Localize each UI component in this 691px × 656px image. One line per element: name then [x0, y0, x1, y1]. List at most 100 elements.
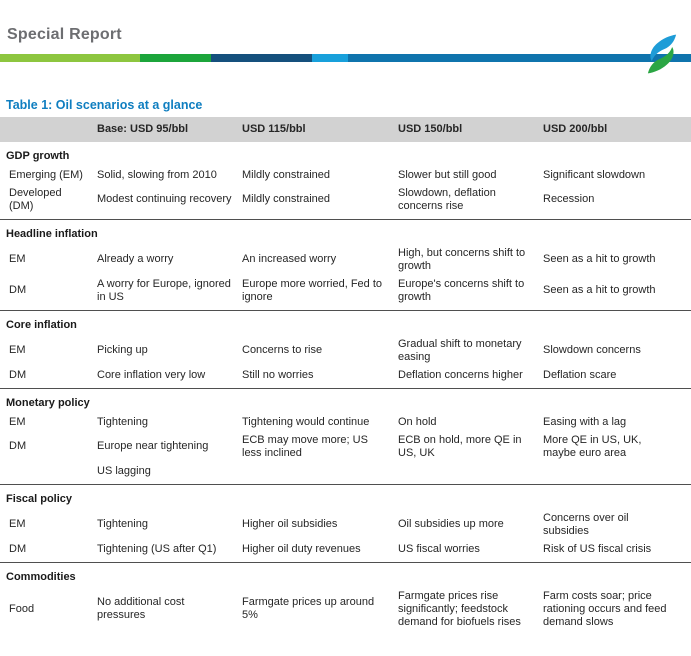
row-label: EM [9, 344, 26, 356]
table-cell: Still no worries [242, 368, 314, 381]
table-cell: Mildly constrained [242, 193, 331, 205]
table-cell: More QE in US, UK, maybe euro area [543, 433, 642, 459]
table-row: EM Picking up Concerns to rise Gradual s… [0, 335, 691, 366]
table-cell: Farm costs soar; price rationing occurs … [543, 589, 667, 628]
row-label: EM [9, 253, 26, 265]
table-cell: Gradual shift to monetary easing [398, 337, 522, 363]
table-cell: ECB on hold, more QE in US, UK [398, 433, 522, 459]
column-header: USD 200/bbl [543, 123, 608, 135]
section-title: Headline inflation [6, 228, 98, 240]
table-cell: Concerns over oil subsidies [543, 511, 629, 537]
table-cell: Risk of US fiscal crisis [543, 542, 652, 555]
table-section-gdp-growth: GDP growth Emerging (EM) Solid, slowing … [0, 149, 691, 220]
table-cell: Higher oil duty revenues [242, 542, 361, 555]
row-label: Developed (DM) [9, 186, 62, 212]
table-cell: Oil subsidies up more [398, 518, 504, 530]
accent-bar [0, 54, 691, 62]
table-cell: No additional cost pressures [97, 596, 185, 621]
table-cell: Recession [543, 193, 595, 205]
table-section-headline-inflation: Headline inflation EM Already a worry An… [0, 227, 691, 311]
table-cell: US lagging [97, 464, 151, 477]
table-cell: Slower but still good [398, 168, 497, 181]
table-cell: Easing with a lag [543, 415, 627, 428]
table-cell: Europe near tightening [97, 440, 209, 452]
table-cell: Significant slowdown [543, 168, 646, 181]
table-row: DM A worry for Europe, ignored in US Eur… [0, 275, 691, 306]
section-title: Monetary policy [6, 397, 90, 409]
accent-bar-segment [0, 54, 141, 62]
accent-bar-segment [312, 54, 348, 62]
table-row: Developed (DM) Modest continuing recover… [0, 184, 691, 215]
row-label: EM [9, 518, 26, 530]
table-cell: Deflation concerns higher [398, 368, 523, 381]
column-header: USD 150/bbl [398, 123, 463, 135]
table-section-fiscal-policy: Fiscal policy EM Tightening Higher oil s… [0, 492, 691, 563]
table-cell: Modest continuing recovery [97, 193, 232, 205]
logo-green-ribbon [647, 46, 674, 74]
table-cell: Concerns to rise [242, 344, 323, 356]
table-cell [398, 469, 543, 474]
table-row: EM Tightening Tightening would continue … [0, 413, 691, 431]
table-cell: Already a worry [97, 253, 174, 265]
page-header: Special Report [0, 26, 691, 74]
table-section-core-inflation: Core inflation EM Picking up Concerns to… [0, 318, 691, 389]
table-cell: A worry for Europe, ignored in US [97, 277, 231, 303]
table-cell [543, 469, 691, 474]
row-label: EM [9, 415, 26, 428]
table-cell: Farmgate prices rise significantly; feed… [398, 589, 521, 628]
accent-bar-segment [211, 54, 313, 62]
logo-blue-ribbon [650, 34, 677, 62]
row-label: DM [9, 368, 27, 381]
table-cell: Mildly constrained [242, 168, 331, 181]
table-cell: Picking up [97, 344, 148, 356]
section-title: Core inflation [6, 319, 77, 331]
table-cell: An increased worry [242, 253, 337, 265]
standard-chartered-logo-icon [647, 34, 677, 74]
table-cell [242, 469, 398, 474]
table-row: Food No additional cost pressures Farmga… [0, 587, 691, 631]
row-label: Emerging (EM) [9, 168, 83, 181]
row-label: DM [9, 440, 27, 452]
table-cell: Tightening [97, 518, 148, 530]
table-row: EM Tightening Higher oil subsidies Oil s… [0, 509, 691, 540]
table-cell: US fiscal worries [398, 542, 480, 555]
table-cell: Farmgate prices up around 5% [242, 596, 375, 621]
table-cell: High, but concerns shift to growth [398, 246, 526, 272]
table-cell: On hold [398, 415, 437, 428]
report-title: Special Report [7, 26, 122, 43]
table-cell: ECB may move more; US less inclined [242, 433, 368, 459]
table-row: DM Core inflation very low Still no worr… [0, 366, 691, 384]
table-row: US lagging [0, 462, 691, 480]
table-row: DM Tightening (US after Q1) Higher oil d… [0, 540, 691, 558]
table-title: Table 1: Oil scenarios at a glance [6, 98, 203, 112]
accent-bar-segment [347, 54, 691, 62]
accent-bar-segment [140, 54, 212, 62]
table-cell: Europe's concerns shift to growth [398, 277, 525, 303]
row-label: DM [9, 284, 27, 296]
column-header-row: Base: USD 95/bbl USD 115/bbl USD 150/bbl… [0, 117, 691, 142]
table-row: EM Already a worry An increased worry Hi… [0, 244, 691, 275]
section-title: Fiscal policy [6, 493, 73, 505]
row-label: Food [9, 602, 35, 615]
table-cell: Slowdown, deflation concerns rise [398, 186, 496, 212]
table-section-monetary-policy: Monetary policy EM Tightening Tightening… [0, 396, 691, 485]
table-cell: Slowdown concerns [543, 344, 641, 356]
section-title: GDP growth [6, 150, 70, 162]
table-cell: Tightening would continue [242, 415, 370, 428]
table-cell: Deflation scare [543, 368, 617, 381]
scenarios-table: GDP growth Emerging (EM) Solid, slowing … [0, 149, 691, 635]
table-cell: Seen as a hit to growth [543, 253, 656, 265]
table-row: DM Europe near tightening ECB may move m… [0, 431, 691, 462]
column-header [0, 127, 97, 132]
table-cell: Core inflation very low [97, 368, 206, 381]
table-cell: Higher oil subsidies [242, 518, 338, 530]
table-cell: Solid, slowing from 2010 [97, 168, 217, 181]
table-row: Emerging (EM) Solid, slowing from 2010 M… [0, 166, 691, 184]
section-title: Commodities [6, 571, 76, 583]
table-cell: Europe more worried, Fed to ignore [242, 277, 383, 303]
column-header: Base: USD 95/bbl [97, 123, 189, 135]
table-cell: Tightening [97, 415, 148, 428]
row-label: DM [9, 542, 27, 555]
column-header: USD 115/bbl [242, 123, 306, 135]
table-section-commodities: Commodities Food No additional cost pres… [0, 570, 691, 635]
